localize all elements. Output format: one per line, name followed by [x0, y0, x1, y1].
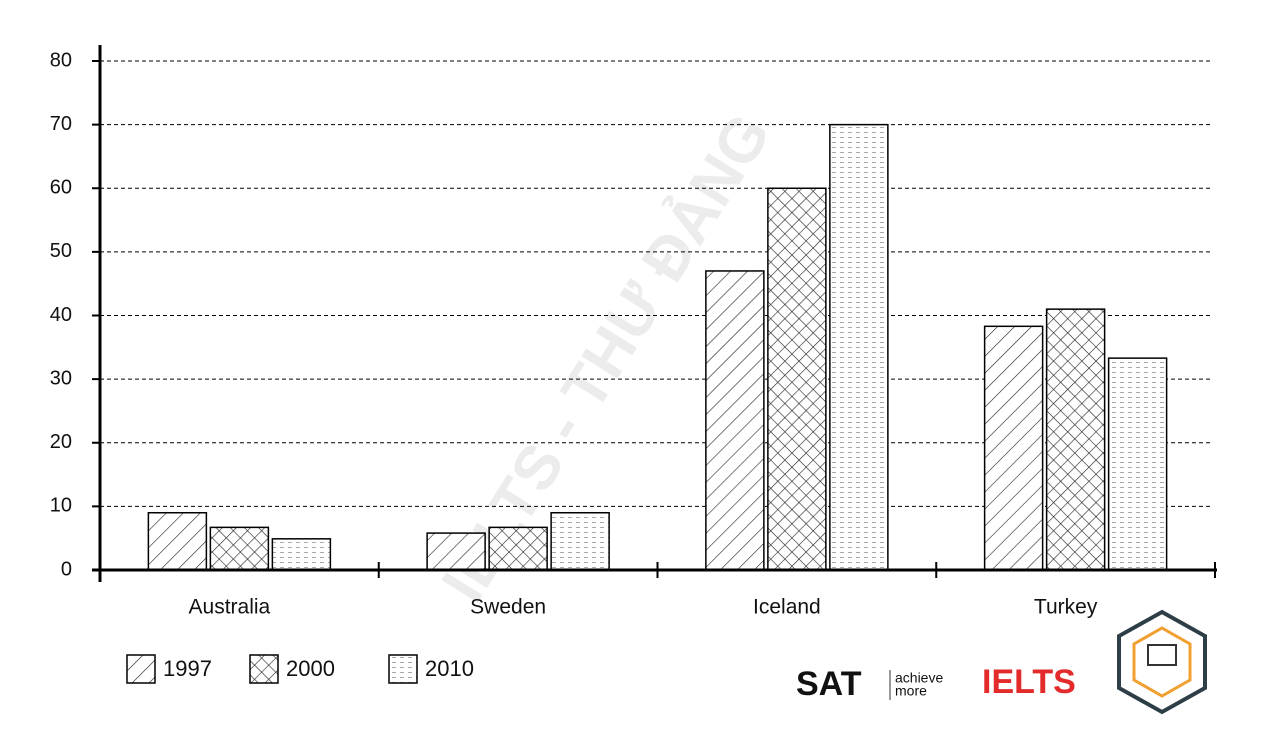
bar: [767, 187, 827, 571]
bar: [426, 532, 486, 571]
legend-label: 2000: [286, 656, 335, 681]
logo-text: achieve: [895, 670, 943, 686]
y-tick-label: 80: [50, 49, 72, 71]
legend-swatch: [388, 654, 418, 684]
legend-swatch: [126, 654, 156, 684]
thudang-logo: [1117, 609, 1207, 715]
bar: [1107, 357, 1168, 571]
bar: [147, 511, 208, 571]
bar: [550, 511, 610, 571]
bar: [829, 123, 889, 571]
logo-text: more: [895, 683, 927, 699]
logo-text: SAT: [796, 665, 862, 703]
x-tick-label: Turkey: [1034, 596, 1098, 619]
legend-swatch: [249, 654, 279, 684]
y-tick-label: 50: [50, 240, 72, 262]
y-tick-label: 20: [50, 431, 72, 453]
x-tick-label: Iceland: [753, 596, 821, 619]
y-tick-label: 10: [50, 495, 72, 517]
bar: [488, 526, 548, 571]
bar: [271, 538, 332, 571]
bar: [209, 526, 270, 571]
legend-label: 2010: [425, 656, 474, 681]
y-tick-label: 30: [50, 367, 72, 389]
bar: [983, 325, 1044, 571]
legend-label: 1997: [163, 656, 212, 681]
bar: [705, 270, 765, 571]
y-tick-label: 40: [50, 304, 72, 326]
x-tick-label: Sweden: [470, 596, 546, 619]
y-tick-label: 60: [50, 177, 72, 199]
ielts-logo: IELTS: [982, 663, 1076, 701]
sat-logo: SAT achieve more: [796, 665, 943, 703]
y-tick-label: 70: [50, 113, 72, 135]
bar: [1045, 308, 1106, 571]
y-tick-label: 0: [61, 558, 72, 580]
x-tick-label: Australia: [189, 596, 271, 619]
